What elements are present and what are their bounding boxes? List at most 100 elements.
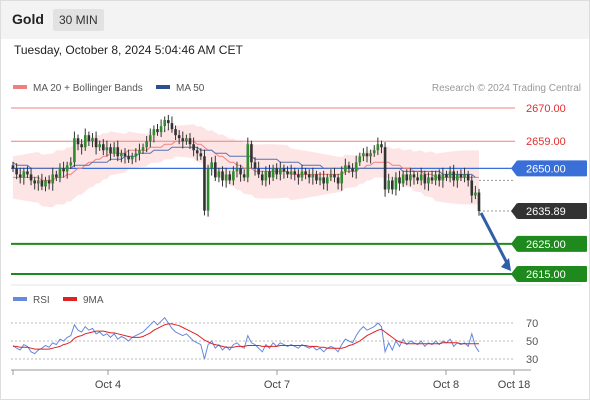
legend-ma20-label: MA 20 + Bollinger Bands (33, 83, 143, 94)
candle (26, 166, 29, 179)
legend-ma20-swatch (13, 85, 27, 89)
watermark: Research © 2024 Trading Central (432, 83, 581, 94)
candle (477, 188, 481, 216)
candle (463, 167, 466, 183)
candle (369, 149, 372, 164)
candle (177, 130, 181, 145)
level-label-bg-last (517, 202, 587, 219)
candle (29, 167, 33, 186)
candle (163, 116, 167, 133)
legend-rsi-label: RSI (33, 295, 50, 306)
candle (412, 170, 416, 185)
candle (246, 137, 250, 183)
candle (340, 166, 344, 191)
candle (268, 164, 271, 185)
rsi-line (12, 316, 480, 360)
candle (427, 172, 430, 191)
instrument-title: Gold (12, 11, 44, 27)
candle (250, 140, 253, 169)
candle (170, 116, 174, 133)
candle (22, 167, 26, 185)
candle (380, 140, 383, 154)
candle (365, 146, 369, 163)
candle (401, 170, 405, 188)
candle (286, 166, 289, 179)
candle (289, 164, 293, 180)
candle (76, 134, 80, 151)
candle (347, 161, 351, 174)
candle (253, 157, 257, 176)
candle (409, 167, 412, 187)
candle (148, 128, 152, 148)
candle (279, 161, 282, 181)
candle (235, 161, 239, 178)
level-label-pointer (511, 202, 517, 219)
x-tick-label: Oct 18 (498, 379, 530, 391)
candle (325, 173, 329, 191)
candle (65, 161, 69, 179)
candle (293, 167, 297, 181)
candle (322, 170, 325, 190)
level-label-0: 2670.00 (526, 103, 566, 115)
candle (33, 176, 36, 190)
candle (416, 172, 419, 185)
datetime-label: Tuesday, October 8, 2024 5:04:46 AM CET (14, 43, 243, 57)
candle (362, 148, 365, 162)
candle (55, 170, 58, 182)
bollinger-band-area (13, 124, 479, 208)
legend-ma50-label: MA 50 (176, 83, 205, 94)
level-label-pointer (511, 160, 517, 177)
candle (47, 175, 51, 190)
candle (311, 167, 315, 185)
rsi-tick-label: 70 (526, 318, 538, 330)
level-label-pointer (511, 266, 517, 282)
candle (44, 176, 47, 192)
candle (354, 155, 358, 179)
candle (387, 173, 390, 194)
level-label-pointer (511, 235, 517, 252)
x-tick-label: Oct 4 (95, 379, 121, 391)
candle (58, 163, 62, 183)
candle (152, 125, 156, 143)
candle (130, 152, 134, 165)
candle (441, 167, 445, 188)
rsi-panel: 70 50 30 (11, 316, 538, 366)
candle (123, 148, 127, 164)
candle (329, 169, 333, 182)
candle (300, 164, 304, 182)
candle (430, 170, 434, 185)
candle (257, 161, 260, 179)
level-label-bg-support (517, 235, 587, 252)
candle (372, 145, 376, 157)
legend: MA 20 + Bollinger Bands MA 50 Research ©… (13, 83, 581, 94)
candle (40, 173, 44, 191)
candle (134, 148, 138, 163)
candle (383, 142, 387, 197)
candle (145, 136, 148, 153)
candle (358, 152, 362, 166)
candle (470, 175, 474, 203)
candle (102, 139, 105, 156)
candle (437, 169, 441, 187)
candle (336, 173, 340, 190)
candle (275, 163, 279, 180)
candle (466, 170, 470, 187)
candle (391, 176, 394, 195)
x-tick-label: Oct 8 (433, 379, 459, 391)
candle (456, 170, 459, 188)
candle (185, 134, 188, 145)
level-label-1: 2659.00 (526, 136, 566, 148)
candle (51, 167, 55, 191)
candle (11, 161, 15, 172)
candle (213, 155, 217, 182)
candle (174, 125, 177, 140)
bollinger-bands-layer (13, 124, 479, 208)
candle (221, 166, 224, 187)
rsi-tick-label: 50 (526, 336, 538, 348)
timeframe-badge[interactable]: 30 MIN (53, 9, 104, 31)
candle (116, 140, 120, 162)
candle (405, 169, 409, 186)
rsi-tick-label: 30 (526, 354, 538, 366)
